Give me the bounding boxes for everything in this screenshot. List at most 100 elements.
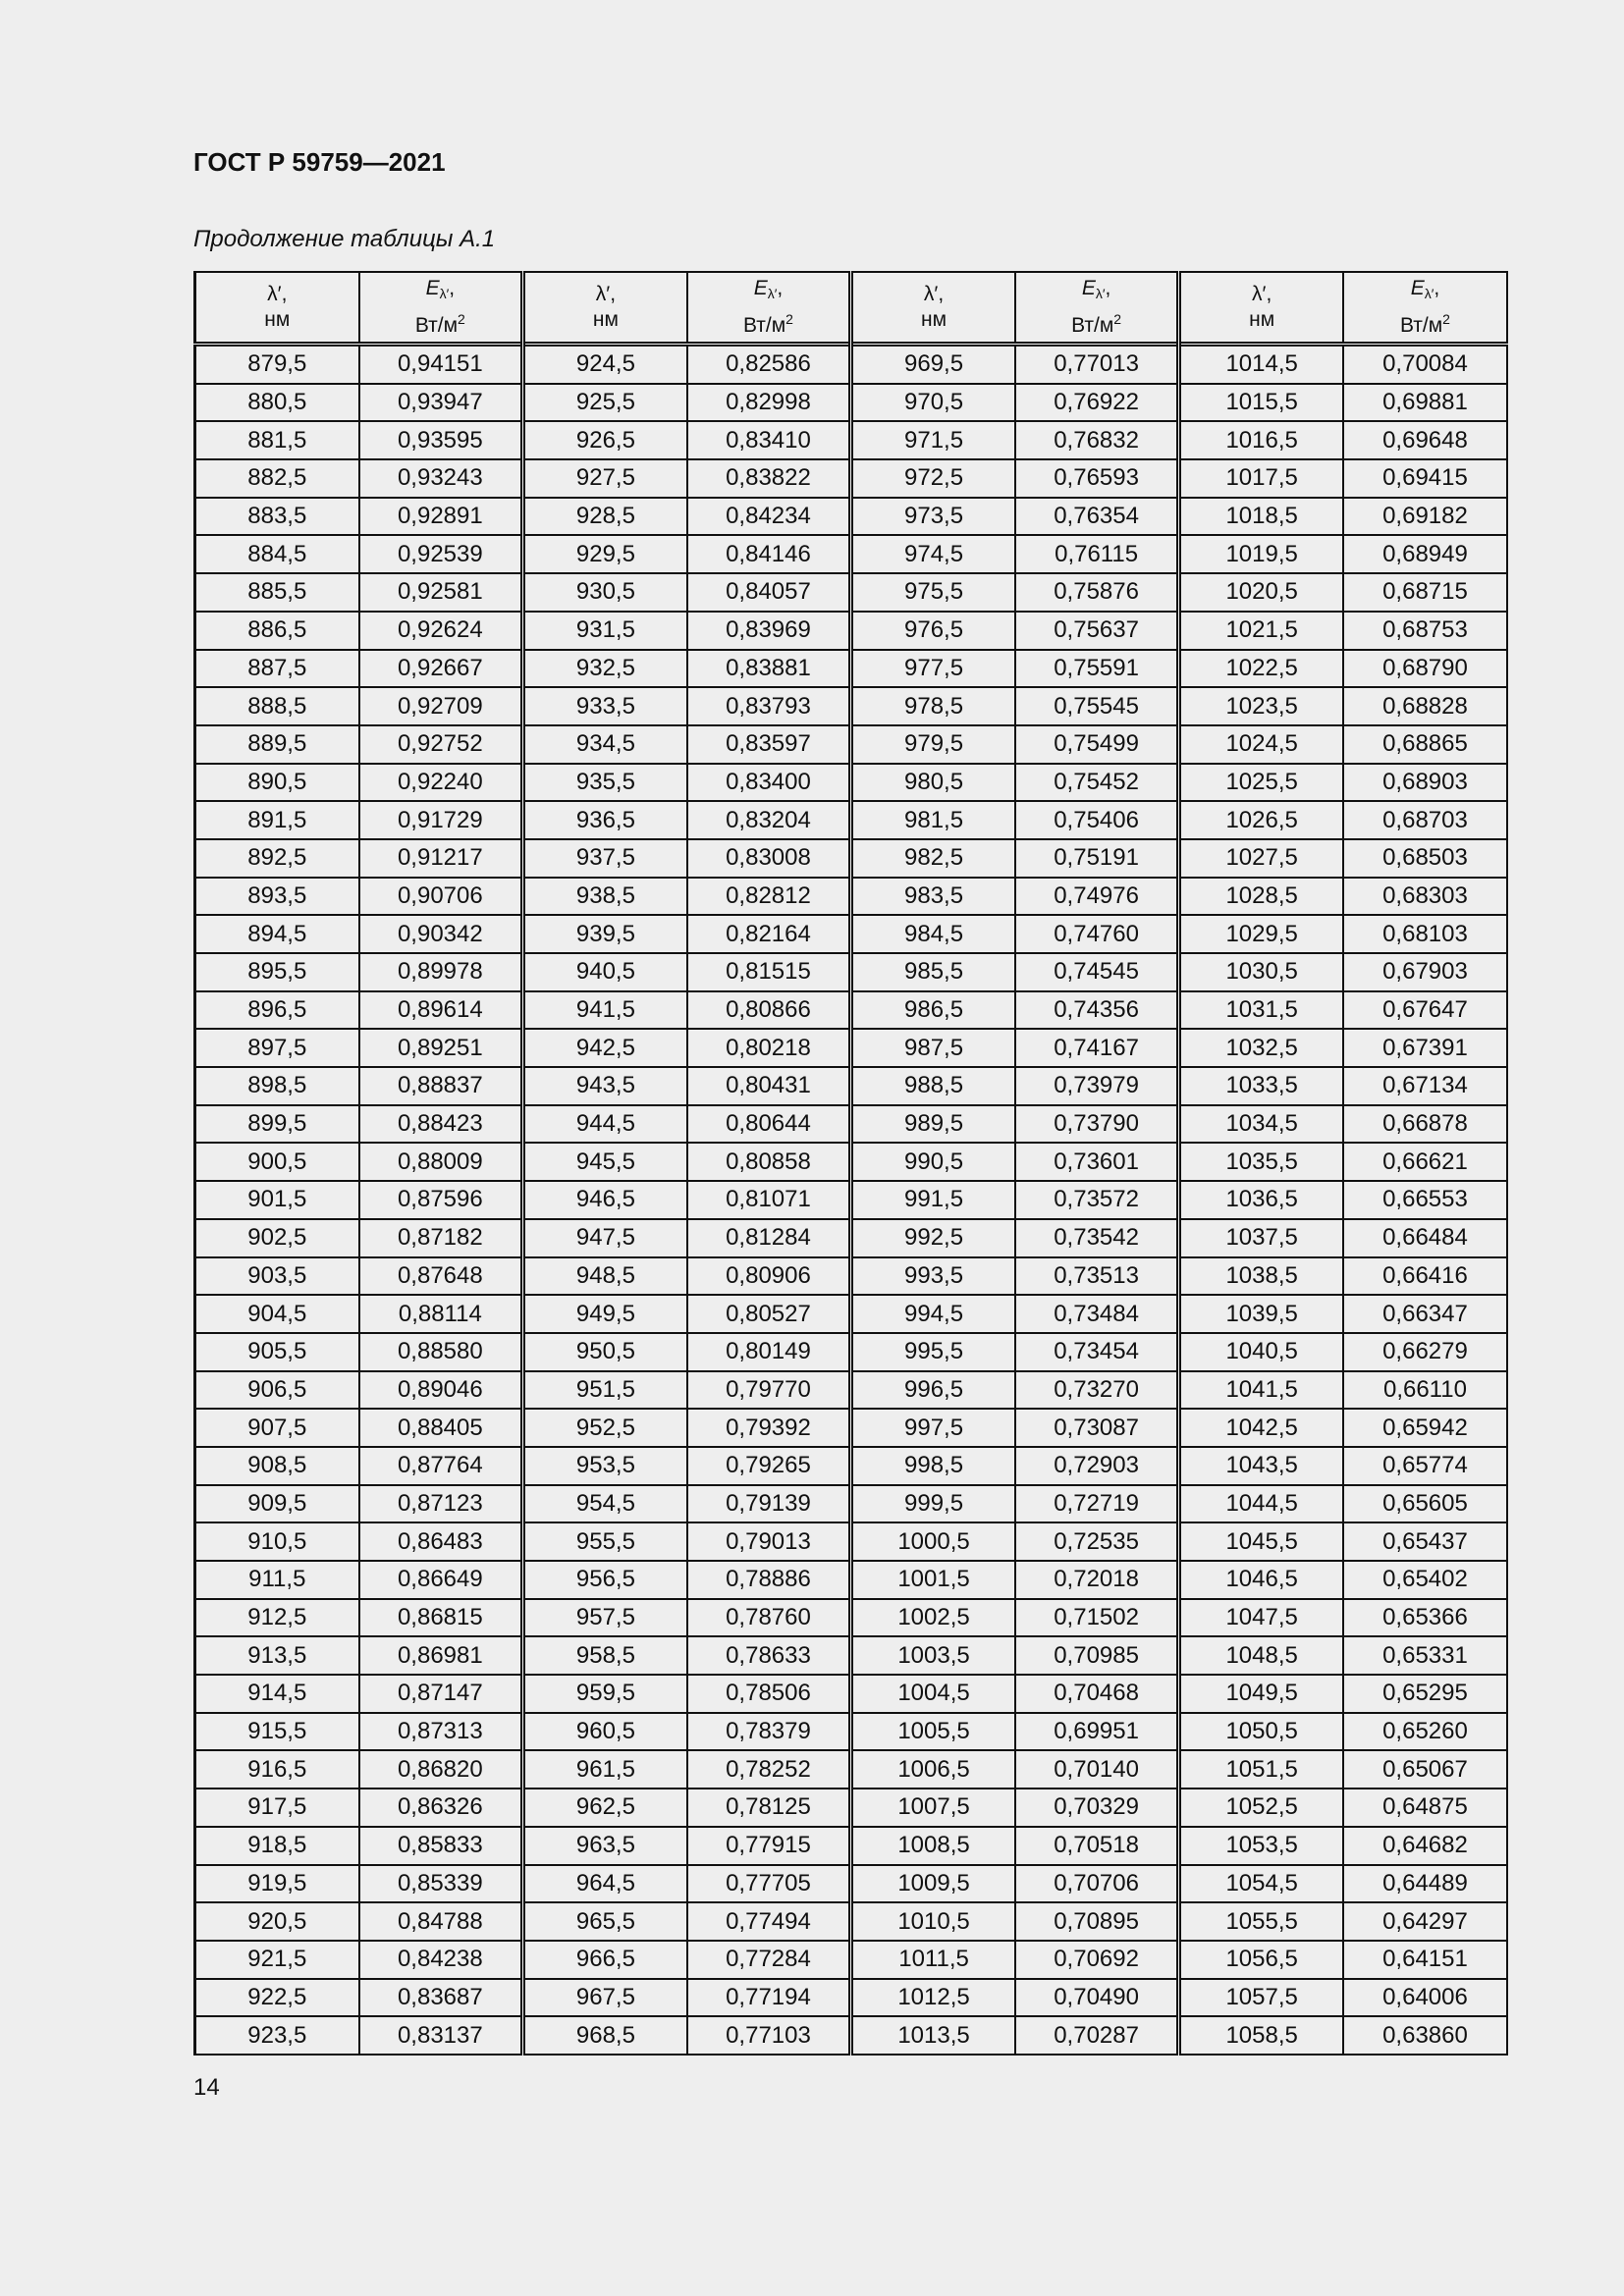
- wavelength-cell: 960,5: [520, 1711, 688, 1752]
- wavelength-cell: 1006,5: [848, 1749, 1016, 1790]
- irradiance-cell: 0,92752: [357, 723, 524, 765]
- wavelength-cell: 1007,5: [848, 1788, 1016, 1828]
- irradiance-unit: Вт/м: [1071, 314, 1114, 337]
- wavelength-cell: 894,5: [192, 914, 360, 954]
- wavelength-cell: 902,5: [192, 1217, 360, 1258]
- header-irradiance: Eλ′, Вт/м2: [1013, 271, 1180, 346]
- wavelength-cell: 985,5: [848, 952, 1016, 992]
- table-body: 879,5 0,94151 924,5 0,82586 969,5 0,77013 1014…: [192, 343, 1509, 2056]
- irradiance-cell: 0,70490: [1013, 1977, 1180, 2018]
- table-row: 905,5 0,88580 950,5 0,80149 995,5 0,73454 1040…: [192, 1331, 1509, 1372]
- wavelength-cell: 907,5: [192, 1408, 360, 1448]
- irradiance-cell: 0,87648: [357, 1255, 524, 1297]
- wavelength-cell: 1044,5: [1176, 1483, 1344, 1524]
- irradiance-cell: 0,85339: [357, 1863, 524, 1904]
- wavelength-cell: 978,5: [848, 686, 1016, 726]
- irradiance-cell: 0,75545: [1013, 686, 1180, 726]
- wavelength-cell: 1034,5: [1176, 1103, 1344, 1145]
- irradiance-cell: 0,92624: [357, 610, 524, 651]
- wavelength-cell: 968,5: [520, 2015, 688, 2056]
- wavelength-cell: 998,5: [848, 1445, 1016, 1486]
- wavelength-cell: 971,5: [848, 420, 1016, 461]
- wavelength-cell: 1042,5: [1176, 1408, 1344, 1448]
- wavelength-cell: 957,5: [520, 1597, 688, 1638]
- irradiance-cell: 0,65366: [1341, 1597, 1509, 1638]
- wavelength-cell: 1053,5: [1176, 1825, 1344, 1866]
- wavelength-cell: 934,5: [520, 723, 688, 765]
- wavelength-cell: 991,5: [848, 1180, 1016, 1220]
- wavelength-cell: 879,5: [192, 343, 360, 385]
- irradiance-subscript: λ′: [439, 286, 450, 301]
- table-row: 908,5 0,87764 953,5 0,79265 998,5 0,72903 1043…: [192, 1445, 1509, 1486]
- header-irradiance: Eλ′, Вт/м2: [357, 271, 524, 346]
- irradiance-cell: 0,84234: [685, 496, 852, 537]
- irradiance-cell: 0,68303: [1341, 876, 1509, 917]
- wavelength-cell: 977,5: [848, 648, 1016, 689]
- wavelength-cell: 899,5: [192, 1103, 360, 1145]
- irradiance-cell: 0,92581: [357, 572, 524, 613]
- irradiance-symbol: E: [1081, 277, 1096, 299]
- irradiance-cell: 0,82998: [685, 382, 852, 423]
- wavelength-cell: 919,5: [192, 1863, 360, 1904]
- wavelength-cell: 1050,5: [1176, 1711, 1344, 1752]
- table-header-row: λ′, нм Eλ′, Вт/м2 λ′, нм Eλ′, Вт/м2 λ′, нм Eλ′, Вт/…: [192, 271, 1509, 346]
- table-row: 883,5 0,92891 928,5 0,84234 973,5 0,76354 1018…: [192, 496, 1509, 537]
- wavelength-cell: 930,5: [520, 572, 688, 613]
- irradiance-cell: 0,74976: [1013, 876, 1180, 917]
- irradiance-cell: 0,68503: [1341, 837, 1509, 879]
- irradiance-cell: 0,66878: [1341, 1103, 1509, 1145]
- irradiance-cell: 0,86649: [357, 1560, 524, 1600]
- irradiance-cell: 0,66416: [1341, 1255, 1509, 1297]
- wavelength-cell: 891,5: [192, 800, 360, 840]
- wavelength-cell: 987,5: [848, 1028, 1016, 1069]
- wavelength-cell: 1054,5: [1176, 1863, 1344, 1904]
- irradiance-unit-exponent: 2: [1442, 311, 1450, 327]
- irradiance-cell: 0,66553: [1341, 1180, 1509, 1220]
- irradiance-unit: Вт/м: [742, 314, 786, 337]
- table-row: 879,5 0,94151 924,5 0,82586 969,5 0,77013 1014…: [192, 343, 1509, 385]
- table-row: 897,5 0,89251 942,5 0,80218 987,5 0,74167 1032…: [192, 1028, 1509, 1069]
- wavelength-cell: 936,5: [520, 800, 688, 840]
- irradiance-cell: 0,78633: [685, 1635, 852, 1677]
- wavelength-cell: 925,5: [520, 382, 688, 423]
- irradiance-cell: 0,67134: [1341, 1066, 1509, 1106]
- irradiance-cell: 0,68715: [1341, 572, 1509, 613]
- spectral-irradiance-table: λ′, нм Eλ′, Вт/м2 λ′, нм Eλ′, Вт/м2 λ′, нм Eλ′, Вт/…: [192, 271, 1509, 2056]
- wavelength-cell: 1058,5: [1176, 2015, 1344, 2056]
- wavelength-cell: 967,5: [520, 1977, 688, 2018]
- wavelength-cell: 923,5: [192, 2015, 360, 2056]
- irradiance-cell: 0,73572: [1013, 1180, 1180, 1220]
- wavelength-cell: 909,5: [192, 1483, 360, 1524]
- irradiance-cell: 0,66279: [1341, 1331, 1509, 1372]
- irradiance-cell: 0,65067: [1341, 1749, 1509, 1790]
- irradiance-cell: 0,89046: [357, 1369, 524, 1411]
- irradiance-cell: 0,79139: [685, 1483, 852, 1524]
- irradiance-cell: 0,73087: [1013, 1408, 1180, 1448]
- wavelength-cell: 1030,5: [1176, 952, 1344, 992]
- table-row: 906,5 0,89046 951,5 0,79770 996,5 0,73270 1041…: [192, 1369, 1509, 1411]
- table-row: 916,5 0,86820 961,5 0,78252 1006,5 0,70140 105…: [192, 1749, 1509, 1790]
- wavelength-cell: 887,5: [192, 648, 360, 689]
- wavelength-cell: 996,5: [848, 1369, 1016, 1411]
- wavelength-cell: 972,5: [848, 458, 1016, 499]
- irradiance-cell: 0,77103: [685, 2015, 852, 2056]
- irradiance-cell: 0,77494: [685, 1901, 852, 1942]
- wavelength-cell: 893,5: [192, 876, 360, 917]
- irradiance-cell: 0,88114: [357, 1294, 524, 1334]
- wavelength-cell: 895,5: [192, 952, 360, 992]
- irradiance-cell: 0,87147: [357, 1674, 524, 1714]
- wavelength-cell: 886,5: [192, 610, 360, 651]
- wavelength-cell: 958,5: [520, 1635, 688, 1677]
- table-row: 904,5 0,88114 949,5 0,80527 994,5 0,73484 1039…: [192, 1294, 1509, 1334]
- wavelength-cell: 1011,5: [848, 1939, 1016, 1980]
- irradiance-subscript: λ′: [1424, 286, 1435, 301]
- wavelength-cell: 898,5: [192, 1066, 360, 1106]
- irradiance-cell: 0,65437: [1341, 1522, 1509, 1562]
- irradiance-cell: 0,71502: [1013, 1597, 1180, 1638]
- wavelength-cell: 881,5: [192, 420, 360, 461]
- irradiance-cell: 0,68103: [1341, 914, 1509, 954]
- wavelength-cell: 1015,5: [1176, 382, 1344, 423]
- wavelength-cell: 1021,5: [1176, 610, 1344, 651]
- table-row: 891,5 0,91729 936,5 0,83204 981,5 0,75406 1026…: [192, 800, 1509, 840]
- irradiance-unit: Вт/м: [414, 314, 459, 337]
